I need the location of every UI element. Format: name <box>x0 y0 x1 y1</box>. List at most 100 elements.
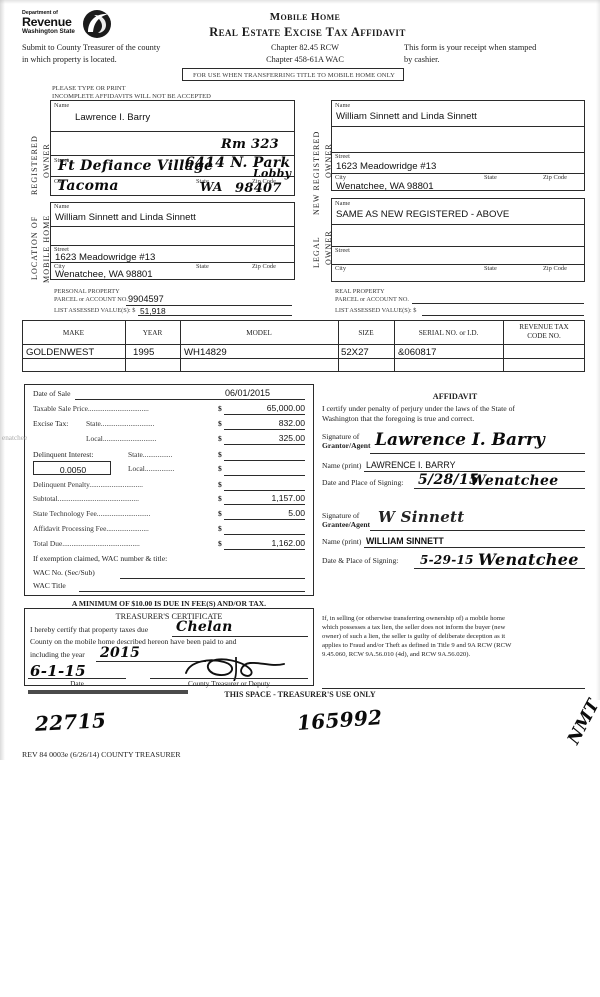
grantor-sig-label2: Grantor/Agent <box>322 441 371 450</box>
nro-zip-label: Zip Code <box>543 174 567 181</box>
personal-property-assessed-value: 51,918 <box>140 306 166 316</box>
minimum-due-note: A MINIMUM OF $10.00 IS DUE IN FEE(S) AND… <box>71 599 267 608</box>
ro-div3 <box>50 176 295 177</box>
footer-stamp-right: NMT <box>563 696 600 748</box>
dt-header-serial: SERIAL NO. or I.D. <box>418 329 479 337</box>
fraud-notice-line1: If, in selling (or otherwise transferrin… <box>322 615 505 622</box>
registered-owner-box <box>50 100 295 196</box>
grantee-signature: W Sinnett <box>378 508 465 526</box>
dt-row1-rule <box>22 358 585 359</box>
ro-street-value: Ft Defiance Village <box>58 158 214 174</box>
lo-zip-label: Zip Code <box>543 265 567 272</box>
location-section-label: LOCATION OF <box>30 215 39 280</box>
margin-smear-text: enatchee <box>2 434 28 442</box>
loc-zip-label: Zip Code <box>252 263 276 270</box>
nro-street-value: 1623 Meadowridge #13 <box>336 161 437 172</box>
nro-div3 <box>331 173 585 174</box>
lo-state-label: State <box>484 265 497 272</box>
ro-state-value: WA <box>200 180 223 194</box>
receipt-note-line1: This form is your receipt when stamped <box>404 43 537 52</box>
date-of-sale-value: 06/01/2015 <box>225 388 271 398</box>
tax-row1-rule <box>224 429 305 430</box>
lo-div1 <box>331 224 585 225</box>
grantor-date-label: Date and Place of Signing: <box>322 478 404 487</box>
nro-name-label: Name <box>335 102 351 109</box>
tax-row9-value: 1,162.00 <box>271 538 305 548</box>
loc-div1 <box>50 226 295 227</box>
new-registered-owner-box <box>331 100 585 191</box>
tax-row6-value: 1,157.00 <box>271 493 305 503</box>
loc-name-label: Name <box>54 203 70 210</box>
pp-assessed-rule <box>138 315 292 316</box>
loc-state-label: State <box>196 263 209 270</box>
treasurer-date-value: 6-1-15 <box>30 662 86 680</box>
treasurer-date-label: Date <box>70 679 84 688</box>
tax-row8-dollar: $ <box>218 524 222 533</box>
dt-header-size: SIZE <box>358 329 374 337</box>
nro-city-value: Wenatchee, WA 98801 <box>336 181 434 192</box>
transfer-use-label: FOR USE WHEN TRANSFERRING TITLE TO MOBIL… <box>192 72 395 79</box>
dt-header-make: MAKE <box>62 329 85 337</box>
tax-row9-rule <box>224 549 305 550</box>
dt-row0-serial: &060817 <box>398 347 437 358</box>
fraud-notice: If, in selling (or otherwise transferrin… <box>322 614 587 659</box>
rate-box: 0.0050 <box>33 461 111 475</box>
logo-department-text: Department of <box>22 10 58 16</box>
revenue-logo: Department of Revenue Washington State <box>22 10 75 35</box>
ro-city-label: City <box>54 178 66 185</box>
tax-row5-label: Delinquent Penalty......................… <box>33 480 143 489</box>
wac-title-rule <box>79 591 305 592</box>
fraud-notice-line4: applies to Fraud and/or Theft as defined… <box>322 642 512 650</box>
ro-zip-value: 98407 <box>235 181 282 196</box>
affidavit-certify-line1: I certify under penalty of perjury under… <box>322 404 515 413</box>
dt-head-rule <box>22 344 585 345</box>
dt-col5 <box>503 320 504 372</box>
scan-edge-left <box>0 0 5 760</box>
grantor-name-label: Name (print) <box>322 461 362 470</box>
revenue-swoosh-icon <box>83 10 111 38</box>
treasurer-line1: I hereby certify that property taxes due <box>30 625 149 634</box>
grantee-date-rule <box>414 568 585 569</box>
tax-row2-sub: Local............................. <box>86 434 157 443</box>
dt-row0-size: 52X27 <box>341 347 369 358</box>
dt-header-revenue-line2: CODE NO. <box>527 332 561 340</box>
transfer-use-box: FOR USE WHEN TRANSFERRING TITLE TO MOBIL… <box>182 68 404 81</box>
ro-div1 <box>50 131 295 132</box>
dt-row0-year: 1995 <box>133 347 155 358</box>
submit-instruction-line2: in which property is located. <box>22 55 117 64</box>
tax-row3-label: Delinquent Interest: <box>33 450 94 459</box>
treasurer-sig-label: County Treasurer or Deputy <box>187 679 271 688</box>
treasurer-line3: including the year <box>30 650 85 659</box>
treasurer-line2: County on the mobile home described here… <box>30 637 237 646</box>
affidavit-certify-line2: Washington that the foregoing is true an… <box>322 414 475 423</box>
registered-owner-section-label: REGISTERED <box>30 135 39 195</box>
wac-title-label: WAC Title <box>33 581 66 590</box>
treasurer-date-rule <box>28 678 126 679</box>
tax-row1-value: 832.00 <box>278 418 305 428</box>
incomplete-affidavits-instruction: INCOMPLETE AFFIDAVITS WILL NOT BE ACCEPT… <box>52 93 211 100</box>
personal-property-assessed-label: LIST ASSESSED VALUE(S): $ <box>54 307 136 314</box>
loc-name-value: William Sinnett and Linda Sinnett <box>55 212 196 223</box>
pp-account-rule <box>126 305 292 306</box>
lo-name-value: SAME AS NEW REGISTERED - ABOVE <box>336 209 510 220</box>
treasurer-certificate-heading: TREASURER'S CERTIFICATE <box>115 612 223 621</box>
real-property-assessed-label: LIST ASSESSED VALUE(S): $ <box>335 307 417 314</box>
grantor-signature: Lawrence I. Barry <box>375 430 545 450</box>
detail-table <box>22 320 585 372</box>
fraud-notice-line5: 9.45.060, RCW 9A.56.010 (4d), and RCW 9A… <box>322 651 471 659</box>
tax-row2-dollar: $ <box>218 434 222 443</box>
tax-row2-value: 325.00 <box>278 433 305 443</box>
grantor-name-rule <box>364 471 585 472</box>
nro-div1 <box>331 126 585 127</box>
ro-zip-label: Zip Code <box>252 178 276 185</box>
personal-property-label1: PERSONAL PROPERTY <box>54 288 120 295</box>
loc-city-label: City <box>54 263 66 270</box>
submit-instruction-line1: Submit to County Treasurer of the county <box>22 43 161 52</box>
grantee-sig-label1: Signature of <box>322 511 360 520</box>
form-id-footer: REV 84 0003e (6/26/14) COUNTY TREASURER <box>22 750 181 759</box>
legal-owner-section-label: LEGAL <box>312 236 321 268</box>
date-of-sale-label: Date of Sale <box>33 389 71 398</box>
tax-row5-dollar: $ <box>218 480 222 489</box>
lo-div2 <box>331 246 585 247</box>
footer-dark-smudge <box>28 690 188 694</box>
